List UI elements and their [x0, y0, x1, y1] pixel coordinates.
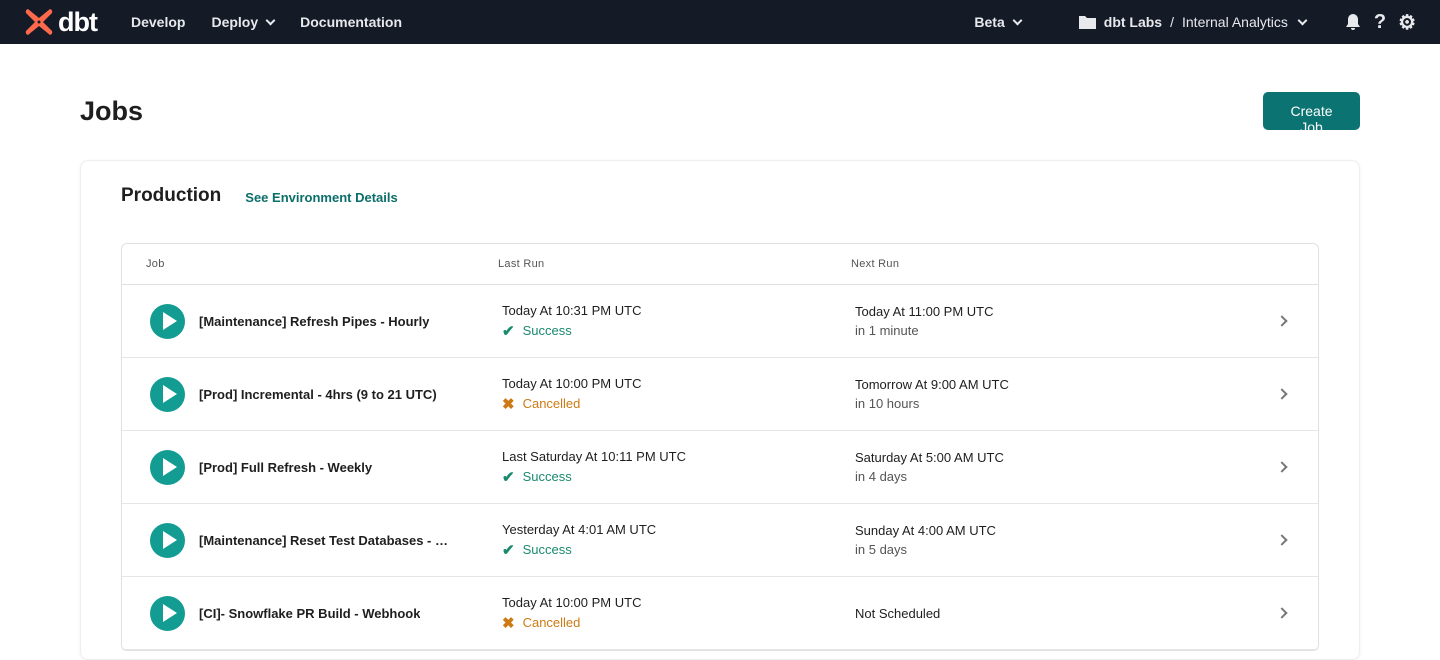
next-run-relative: in 10 hours — [855, 396, 920, 411]
top-nav: dbt Develop Deploy Documentation Beta db… — [0, 0, 1440, 44]
next-run-relative: in 4 days — [855, 469, 908, 484]
dbt-logo-icon — [25, 9, 53, 35]
account-name: dbt Labs — [1103, 14, 1163, 30]
run-job-play-icon[interactable] — [150, 449, 185, 485]
beta-label: Beta — [974, 14, 1005, 30]
table-row[interactable]: [Prod] Full Refresh - Weekly Last Saturd… — [122, 431, 1318, 504]
next-run-time: Today At 11:00 PM UTC — [855, 304, 994, 319]
environment-card: Production See Environment Details Job L… — [80, 160, 1360, 660]
table-row[interactable]: [Maintenance] Refresh Pipes - Hourly Tod… — [122, 285, 1318, 358]
header-next-run: Next Run — [851, 258, 900, 270]
next-run-time: Sunday At 4:00 AM UTC — [855, 523, 996, 538]
project-switcher[interactable]: dbt Labs / Internal Analytics — [1078, 14, 1308, 30]
x-icon: ✖ — [502, 614, 515, 632]
run-status: ✔ Success — [502, 322, 855, 340]
chevron-right-icon[interactable] — [1276, 461, 1288, 473]
status-label: Success — [522, 469, 572, 484]
table-row[interactable]: [CI]- Snowflake PR Build - Webhook Today… — [122, 577, 1318, 650]
see-environment-details-link[interactable]: See Environment Details — [245, 190, 398, 205]
next-run-time: Saturday At 5:00 AM UTC — [855, 450, 1004, 465]
next-run-time: Tomorrow At 9:00 AM UTC — [855, 377, 1009, 392]
job-name[interactable]: [Maintenance] Reset Test Databases - Wee… — [199, 532, 451, 548]
job-name[interactable]: [Prod] Incremental - 4hrs (9 to 21 UTC) — [199, 386, 437, 402]
nav-develop[interactable]: Develop — [131, 14, 185, 30]
nav-deploy-label: Deploy — [211, 14, 259, 30]
environment-name: Production — [121, 185, 222, 206]
folder-icon — [1078, 16, 1096, 29]
job-name[interactable]: [Maintenance] Refresh Pipes - Hourly — [199, 313, 430, 329]
header-job: Job — [146, 258, 165, 270]
x-icon: ✖ — [502, 395, 515, 413]
run-job-play-icon[interactable] — [150, 522, 185, 558]
job-name[interactable]: [Prod] Full Refresh - Weekly — [199, 459, 373, 475]
status-label: Success — [522, 323, 572, 338]
run-status: ✔ Success — [502, 468, 855, 486]
nav-documentation[interactable]: Documentation — [300, 14, 402, 30]
next-run-relative: in 5 days — [855, 542, 908, 557]
chevron-right-icon[interactable] — [1276, 315, 1288, 327]
check-icon: ✔ — [502, 541, 515, 559]
dbt-logo[interactable]: dbt — [24, 6, 98, 38]
run-job-play-icon[interactable] — [150, 595, 185, 631]
next-run-relative: in 1 minute — [855, 323, 919, 338]
last-run-time: Today At 10:31 PM UTC — [502, 302, 642, 318]
breadcrumb-separator: / — [1170, 14, 1174, 30]
status-label: Cancelled — [522, 615, 581, 630]
page-title: Jobs — [80, 95, 144, 126]
chevron-down-icon — [1297, 15, 1308, 25]
gear-icon[interactable]: ⚙ — [1398, 11, 1416, 34]
bell-icon[interactable] — [1344, 13, 1362, 31]
job-name[interactable]: [CI]- Snowflake PR Build - Webhook — [199, 605, 421, 621]
status-label: Success — [522, 542, 572, 557]
run-job-play-icon[interactable] — [150, 303, 185, 339]
table-row[interactable]: [Maintenance] Reset Test Databases - Wee… — [122, 504, 1318, 577]
last-run-time: Today At 10:00 PM UTC — [502, 594, 642, 610]
chevron-right-icon[interactable] — [1276, 388, 1288, 400]
run-status: ✖ Cancelled — [502, 614, 855, 632]
last-run-time: Yesterday At 4:01 AM UTC — [502, 521, 657, 537]
next-run-time: Not Scheduled — [855, 605, 941, 621]
status-label: Cancelled — [522, 396, 581, 411]
beta-menu[interactable]: Beta — [974, 14, 1023, 30]
run-status: ✔ Success — [502, 541, 855, 559]
run-status: ✖ Cancelled — [502, 395, 855, 413]
last-run-time: Last Saturday At 10:11 PM UTC — [502, 448, 687, 464]
nav-documentation-label: Documentation — [300, 14, 403, 30]
create-job-button[interactable]: Create Job — [1263, 92, 1360, 135]
table-header: Job Last Run Next Run — [122, 244, 1318, 285]
chevron-right-icon[interactable] — [1276, 607, 1288, 619]
chevron-down-icon — [265, 15, 276, 25]
check-icon: ✔ — [502, 468, 515, 486]
header-last-run: Last Run — [498, 258, 545, 270]
run-job-play-icon[interactable] — [150, 376, 185, 412]
nav-develop-label: Develop — [130, 14, 186, 30]
help-icon[interactable]: ? — [1373, 10, 1387, 33]
project-name: Internal Analytics — [1182, 14, 1288, 30]
brand-name: dbt — [58, 6, 98, 37]
last-run-time: Today At 10:00 PM UTC — [502, 375, 642, 391]
nav-deploy[interactable]: Deploy — [211, 14, 276, 30]
table-row[interactable]: [Prod] Incremental - 4hrs (9 to 21 UTC) … — [122, 358, 1318, 431]
jobs-table: Job Last Run Next Run [Maintenance] Refr… — [121, 243, 1319, 651]
chevron-right-icon[interactable] — [1276, 534, 1288, 546]
chevron-down-icon — [1012, 15, 1023, 25]
check-icon: ✔ — [502, 322, 515, 340]
